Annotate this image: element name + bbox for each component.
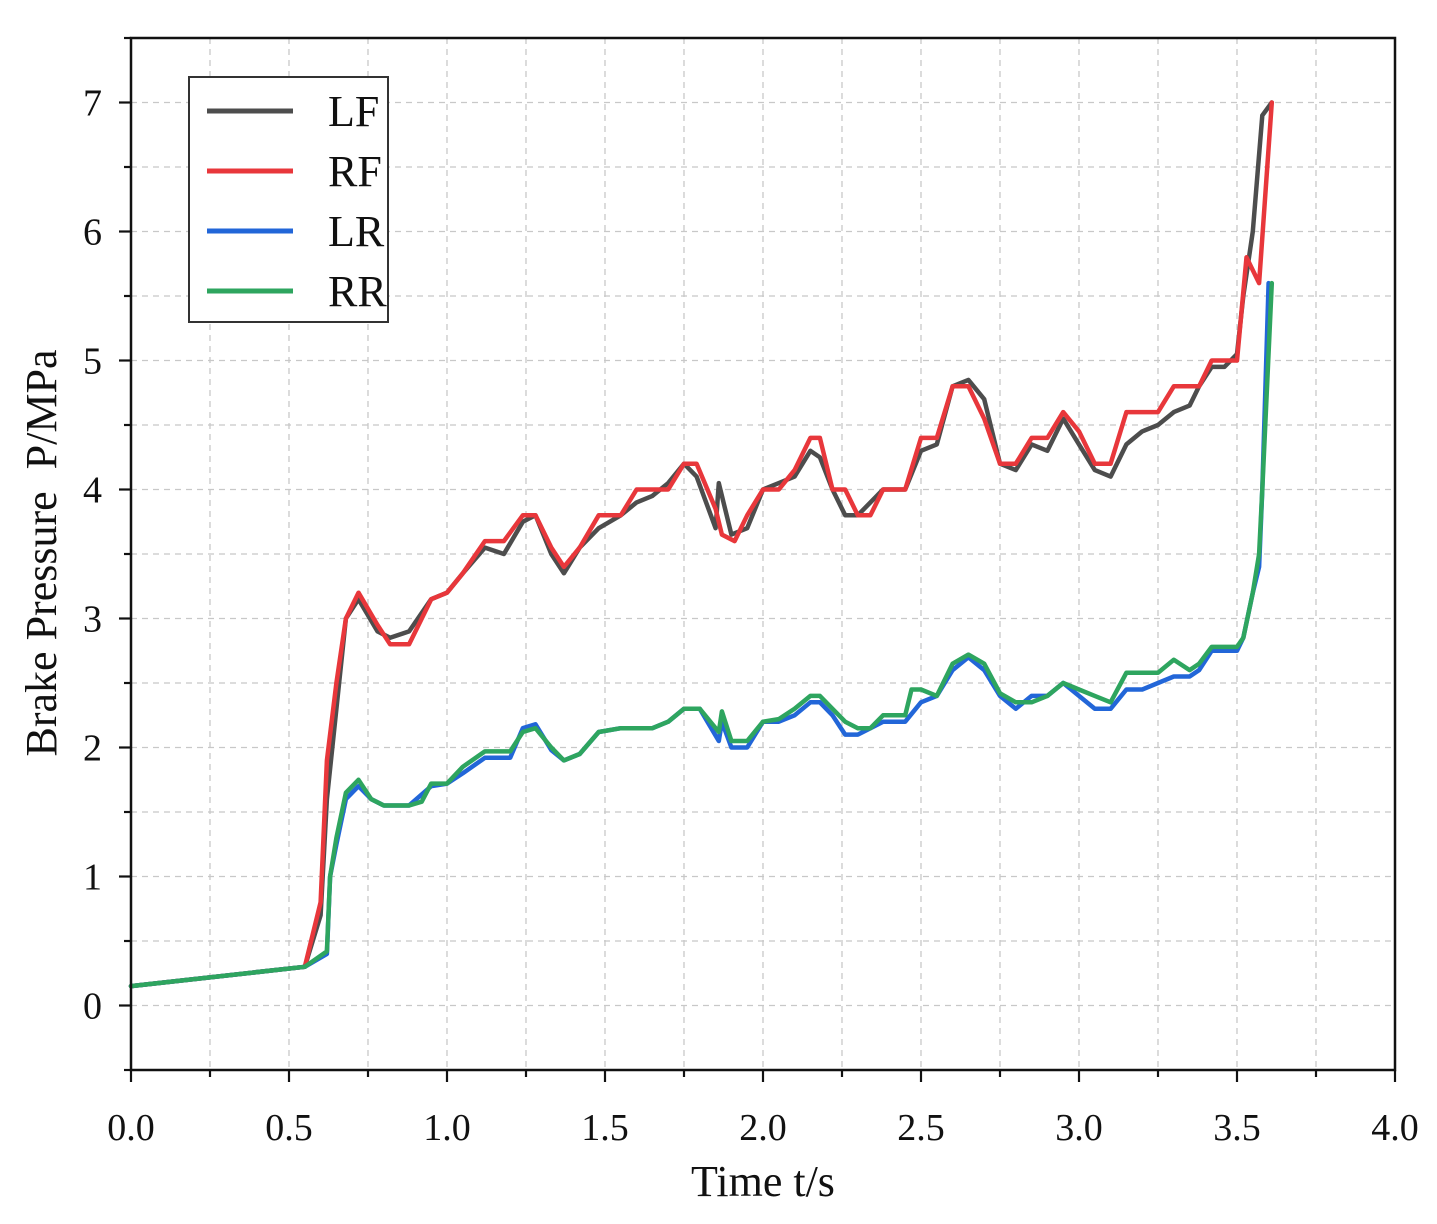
x-tick-label: 1.0: [423, 1107, 471, 1149]
legend-label-lr: LR: [328, 207, 385, 256]
x-tick-label: 4.0: [1371, 1107, 1419, 1149]
x-tick-label: 2.5: [897, 1107, 945, 1149]
legend-items: LF RF LR RR: [207, 87, 387, 316]
x-tick-label: 2.0: [739, 1107, 787, 1149]
x-tick-label: 0.5: [265, 1107, 313, 1149]
legend-label-rr: RR: [328, 267, 387, 316]
legend: LF RF LR RR: [188, 76, 389, 323]
legend-box: [188, 76, 389, 323]
y-tick-label: 2: [83, 728, 102, 770]
y-axis-title: Brake Pressure P/MPa: [17, 350, 66, 757]
x-tick-label: 3.0: [1055, 1107, 1103, 1149]
y-tick-label: 7: [83, 83, 102, 125]
y-tick-label: 3: [83, 599, 102, 641]
series-line-rr: [128, 280, 1275, 989]
y-tick-label: 4: [83, 470, 102, 512]
x-tick-label: 3.5: [1213, 1107, 1261, 1149]
x-tick-label: 1.5: [581, 1107, 629, 1149]
series-line-rf: [128, 100, 1275, 989]
series-lines: [128, 100, 1275, 989]
x-tick-labels: 0.0 0.5 1.0 1.5 2.0 2.5 3.0 3.5 4.0: [107, 1107, 1419, 1149]
y-tick-label: 1: [83, 857, 102, 899]
y-tick-label: 0: [83, 986, 102, 1028]
x-axis-title: Time t/s: [691, 1157, 835, 1206]
y-tick-label: 6: [83, 212, 102, 254]
x-tick-label: 0.0: [107, 1107, 155, 1149]
y-tick-label: 5: [83, 341, 102, 383]
legend-label-rf: RF: [328, 147, 382, 196]
legend-label-lf: LF: [328, 87, 379, 136]
y-tick-labels: 0 1 2 3 4 5 6 7: [83, 83, 102, 1028]
axis-ticks: [119, 36, 1397, 1082]
